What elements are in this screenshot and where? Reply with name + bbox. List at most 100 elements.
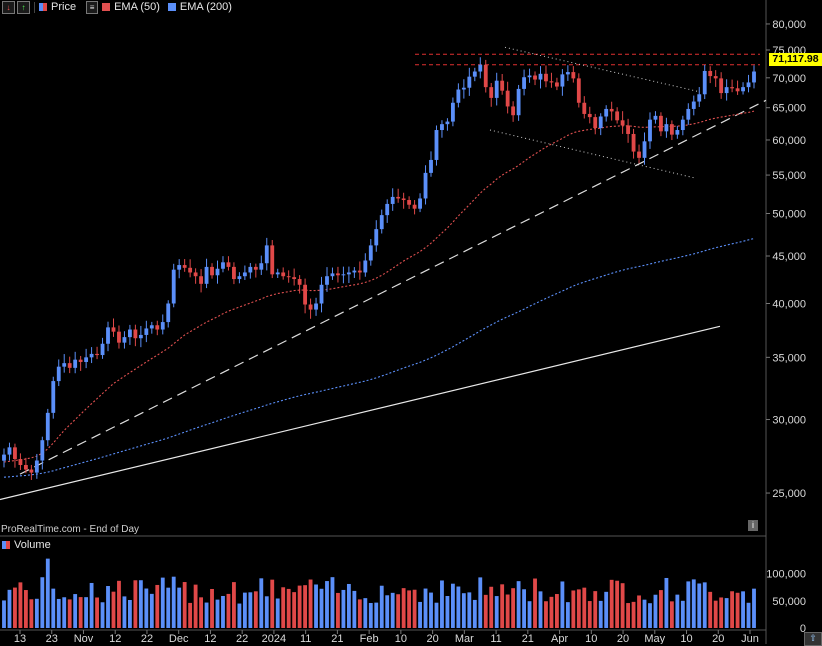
x-tick-label: 20: [617, 633, 629, 644]
volume-bar: [418, 601, 422, 628]
volume-bar: [78, 597, 83, 628]
candle-body: [363, 260, 368, 273]
ema200-swatch-icon: [167, 3, 176, 11]
candle-body: [51, 381, 56, 413]
candle-body: [177, 265, 182, 270]
candle-body: [713, 76, 718, 79]
candle-body: [292, 277, 297, 280]
candle-body: [659, 115, 663, 132]
legend-ema50[interactable]: EMA (50): [102, 1, 160, 13]
volume-bar: [659, 590, 663, 628]
candle-body: [450, 102, 455, 122]
volume-bar: [735, 592, 740, 628]
info-icon[interactable]: i: [748, 520, 758, 531]
candle-body: [719, 78, 724, 94]
volume-bar: [593, 591, 598, 628]
volume-bar: [242, 592, 247, 628]
candle-body: [34, 460, 39, 473]
x-tick-label: 11: [490, 633, 501, 644]
y-tick-label: 80,000: [772, 19, 806, 31]
candle-body: [527, 75, 532, 78]
x-tick-label: 10: [680, 633, 692, 644]
candle-body: [341, 274, 346, 276]
candle-body: [319, 284, 324, 304]
volume-bar: [576, 589, 581, 628]
volume-bar: [396, 594, 401, 628]
volume-bar: [527, 601, 532, 628]
candle-body: [708, 70, 713, 77]
volume-bar: [626, 603, 631, 628]
dashed-trendline: [19, 99, 767, 475]
candle-body: [259, 263, 264, 270]
volume-bar: [253, 591, 258, 628]
candle-body: [253, 266, 258, 270]
candle-body: [73, 359, 78, 368]
candle-body: [106, 327, 110, 344]
volume-bar: [708, 591, 713, 628]
expand-up-icon[interactable]: ↑: [17, 0, 30, 14]
volume-bar: [516, 581, 521, 628]
x-tick-label: 20: [712, 633, 724, 644]
volume-bar: [472, 599, 477, 628]
x-tick-label: 11: [300, 633, 311, 644]
candle-body: [100, 343, 105, 356]
volume-bar: [314, 584, 318, 628]
volume-bar: [407, 590, 412, 628]
candle-body: [680, 119, 685, 131]
volume-bar: [248, 592, 253, 628]
volume-bar: [23, 590, 28, 628]
price-swatch-icon: [39, 3, 47, 11]
volume-bar: [483, 594, 488, 628]
candle-body: [456, 89, 461, 103]
candle-body: [138, 334, 143, 339]
candle-body: [155, 325, 160, 330]
volume-bar: [565, 602, 570, 628]
volume-bar: [13, 587, 17, 628]
volume-bar: [221, 595, 225, 628]
candle-body: [429, 159, 433, 173]
candle-body: [746, 82, 751, 88]
volume-bar: [117, 580, 121, 628]
legend-ema200[interactable]: EMA (200): [167, 1, 232, 13]
volume-bar: [450, 583, 455, 628]
volume-bar: [319, 588, 324, 628]
candle-body: [40, 440, 45, 461]
volume-bar: [177, 587, 182, 628]
collapse-down-icon[interactable]: ↓: [2, 0, 15, 14]
candle-body: [237, 276, 242, 280]
candle-body: [330, 273, 335, 277]
volume-bar: [89, 582, 94, 628]
candle-body: [122, 337, 127, 343]
candle-body: [407, 200, 412, 205]
x-tick-label: Mar: [455, 633, 474, 644]
candle-body: [576, 78, 581, 103]
volume-bar: [155, 584, 160, 628]
candle-body: [390, 196, 395, 204]
candle-body: [412, 204, 417, 209]
volume-bar: [746, 602, 751, 628]
volume-bar: [653, 594, 658, 628]
candle-body: [555, 82, 559, 87]
volume-bar: [270, 579, 275, 628]
volume-tick-label: 100,000: [766, 569, 806, 581]
candle-body: [653, 115, 658, 120]
x-tick-label: Feb: [360, 633, 379, 644]
volume-bar: [237, 603, 242, 628]
volume-bar: [204, 602, 209, 628]
x-tick-label: 12: [204, 633, 216, 644]
candle-body: [511, 106, 516, 116]
candle-body: [642, 141, 647, 158]
menu-icon[interactable]: ≡: [86, 0, 99, 14]
candle-body: [111, 327, 116, 332]
candle-body: [631, 133, 636, 152]
x-tick-label: 13: [14, 633, 26, 644]
candle-body: [648, 119, 652, 142]
candle-body: [133, 329, 138, 339]
volume-bar: [95, 597, 99, 628]
volume-bar: [478, 577, 483, 628]
y-tick-label: 30,000: [772, 415, 806, 427]
volume-bar: [604, 591, 609, 628]
candle-body: [489, 87, 494, 98]
legend-price[interactable]: Price: [39, 1, 76, 13]
